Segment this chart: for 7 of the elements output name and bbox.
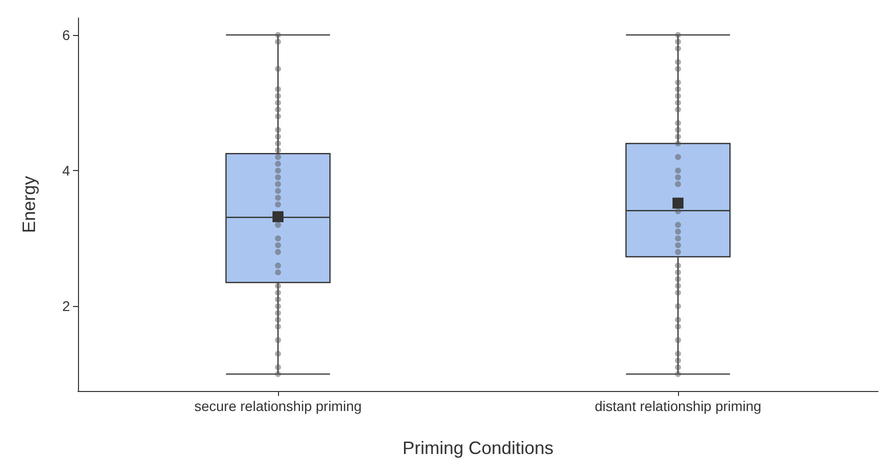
y-tick-label: 6 [62,26,70,43]
x-axis-title: Priming Conditions [402,438,554,458]
y-tick-label: 2 [62,298,70,314]
x-tick-label: distant relationship priming [594,398,762,414]
y-tick-label: 4 [62,162,70,179]
y-axis-title: Energy [19,176,39,234]
x-tick-label: secure relationship priming [194,398,362,414]
